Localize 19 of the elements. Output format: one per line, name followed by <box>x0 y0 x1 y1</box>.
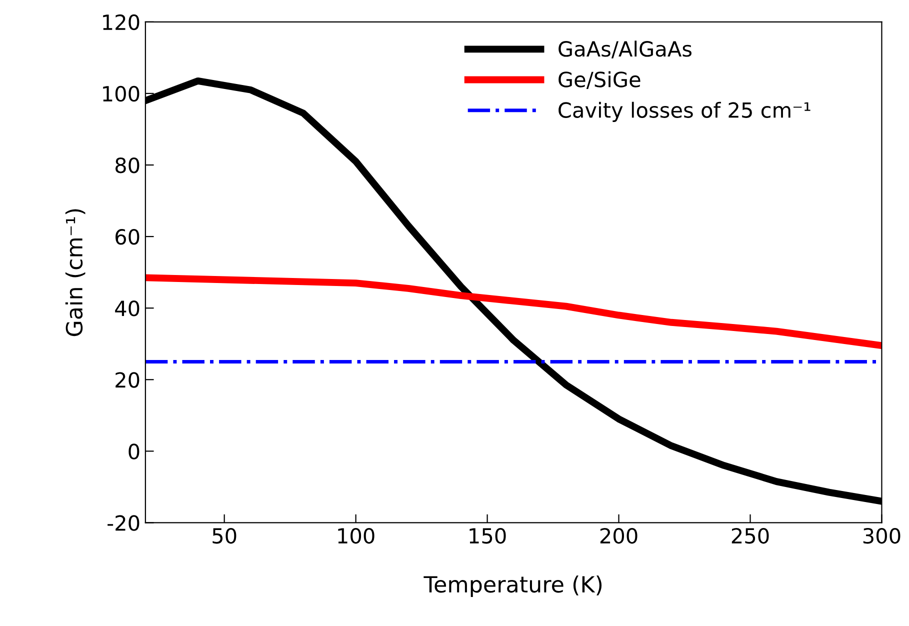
y-tick-label: 60 <box>116 228 140 245</box>
legend-label: Ge/SiGe <box>558 71 640 90</box>
x-axis-title: Temperature (K) <box>424 576 602 598</box>
x-tick-label: 100 <box>338 528 374 544</box>
y-axis-title: Gain (cm⁻¹) <box>65 209 86 336</box>
x-tick-label: 150 <box>470 528 506 544</box>
y-tick-label: 120 <box>103 14 140 30</box>
y-tick-label: -20 <box>108 515 140 531</box>
x-tick-label: 300 <box>863 528 900 544</box>
y-tick-label: 80 <box>115 157 140 174</box>
legend-label: GaAs/AlGaAs <box>558 40 692 58</box>
y-tick-label: 100 <box>103 86 140 102</box>
x-tick-label: 200 <box>600 528 638 544</box>
y-tick-label: 40 <box>115 300 140 316</box>
legend-label: Cavity losses of 25 cm⁻¹ <box>558 102 810 122</box>
x-tick-label: 250 <box>732 528 769 544</box>
y-tick-label: 0 <box>128 444 140 460</box>
x-tick-label: 50 <box>212 528 236 544</box>
y-tick-label: 20 <box>116 372 140 388</box>
